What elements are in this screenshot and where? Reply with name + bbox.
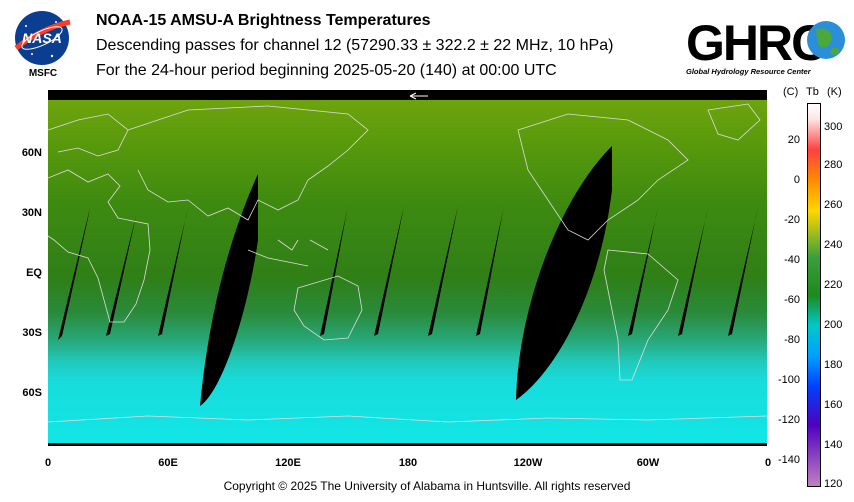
colorbar-k-tick: 180	[824, 359, 843, 371]
coastlines	[47, 103, 768, 423]
subtitle-channel: Descending passes for channel 12 (57290.…	[96, 37, 614, 54]
lon-label-0-right: 0	[764, 457, 772, 469]
colorbar-k-tick: 260	[824, 199, 843, 211]
lat-label-eq: EQ	[26, 267, 42, 279]
colorbar-c-tick: -20	[784, 214, 800, 226]
nasa-caption: MSFC	[28, 68, 58, 79]
svg-text:Global Hydrology Resource Cent: Global Hydrology Resource Center	[686, 67, 812, 76]
colorbar	[807, 103, 821, 487]
colorbar-k-tick: 200	[824, 319, 843, 331]
lon-label-120w: 120W	[513, 457, 543, 469]
lon-label-60w: 60W	[636, 457, 660, 469]
colorbar-c-tick: -140	[777, 454, 800, 466]
colorbar-k-tick: 240	[824, 239, 843, 251]
colorbar-c-tick: 0	[793, 174, 800, 186]
lon-label-0: 0	[44, 457, 52, 469]
colorbar-c-tick: -80	[784, 334, 800, 346]
colorbar-header-c: (C)	[783, 86, 799, 98]
svg-text:NASA: NASA	[22, 30, 62, 46]
colorbar-k-tick: 160	[824, 399, 843, 411]
colorbar-c-tick: -40	[784, 254, 800, 266]
colorbar-c-tick: 20	[787, 134, 800, 146]
subtitle-period: For the 24-hour period beginning 2025-05…	[96, 62, 557, 79]
orbit-direction-arrow	[409, 92, 428, 100]
brightness-temperature-map	[47, 90, 768, 446]
colorbar-header-k: (K)	[827, 86, 842, 98]
nasa-logo: NASA MSFC	[12, 8, 74, 79]
svg-text:GHRC: GHRC	[686, 15, 826, 71]
lat-label-60n: 60N	[21, 147, 42, 159]
lat-label-30s: 30S	[22, 327, 42, 339]
colorbar-k-tick: 300	[824, 121, 843, 133]
lon-label-180: 180	[398, 457, 418, 469]
page-title: NOAA-15 AMSU-A Brightness Temperatures	[96, 12, 431, 29]
colorbar-k-tick: 280	[824, 159, 843, 171]
lat-label-30n: 30N	[21, 207, 42, 219]
colorbar-c-tick: -100	[777, 374, 800, 386]
lat-label-60s: 60S	[22, 387, 42, 399]
colorbar-header-tb: Tb	[806, 86, 819, 98]
ghrc-logo: GHRC Global Hydrology Resource Center	[684, 8, 850, 80]
colorbar-k-tick: 140	[824, 439, 843, 451]
lon-label-60e: 60E	[158, 457, 178, 469]
colorbar-k-tick: 120	[824, 478, 843, 490]
colorbar-c-tick: -60	[784, 294, 800, 306]
copyright-notice: Copyright © 2025 The University of Alaba…	[223, 479, 631, 493]
colorbar-k-tick: 220	[824, 279, 843, 291]
data-gap-swaths	[58, 146, 758, 406]
colorbar-c-tick: -120	[777, 414, 800, 426]
lon-label-120e: 120E	[275, 457, 301, 469]
